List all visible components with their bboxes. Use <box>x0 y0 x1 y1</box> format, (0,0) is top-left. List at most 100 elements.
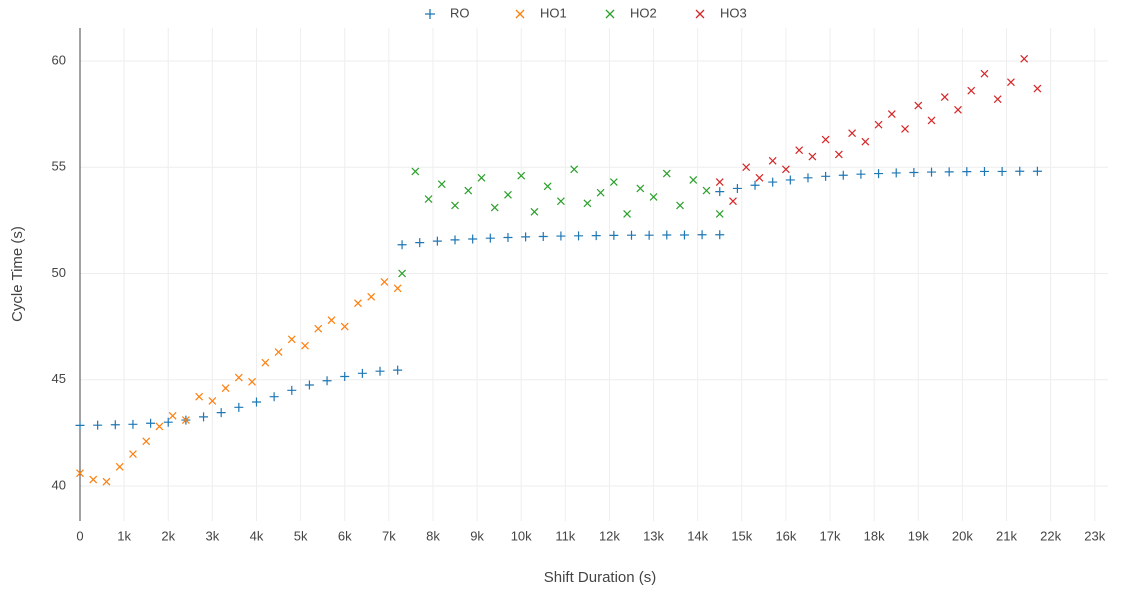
point <box>340 322 349 331</box>
point <box>450 235 460 245</box>
point <box>129 450 137 458</box>
point <box>803 173 813 183</box>
point <box>715 187 725 197</box>
point <box>393 284 402 293</box>
point <box>367 292 376 301</box>
point <box>574 231 584 241</box>
point <box>556 197 565 206</box>
point <box>808 152 817 161</box>
point <box>785 175 795 185</box>
point <box>781 165 790 174</box>
legend-marker <box>695 9 705 19</box>
point <box>891 168 901 178</box>
point <box>795 146 804 155</box>
x-tick-label: 11k <box>555 528 575 543</box>
point <box>1032 166 1042 176</box>
point <box>142 437 151 446</box>
point <box>393 365 403 375</box>
point <box>649 193 658 201</box>
point <box>623 210 632 218</box>
point <box>287 335 296 344</box>
point <box>838 170 848 180</box>
point <box>993 95 1002 104</box>
point <box>199 412 209 422</box>
point <box>644 230 654 240</box>
point <box>979 166 989 176</box>
point <box>914 101 923 110</box>
x-tick-label: 6k <box>338 528 352 543</box>
point <box>234 402 244 412</box>
point <box>821 171 831 181</box>
point <box>530 207 539 216</box>
point <box>477 173 486 182</box>
point <box>856 169 866 179</box>
point <box>874 169 884 179</box>
point <box>609 178 618 186</box>
x-tick-label: 21k <box>996 528 1017 543</box>
point <box>398 269 407 278</box>
point <box>261 358 270 367</box>
point <box>901 125 909 133</box>
point <box>504 190 512 199</box>
point <box>962 167 972 177</box>
x-tick-label: 17k <box>820 528 841 543</box>
point <box>322 376 332 386</box>
point <box>689 176 698 184</box>
point <box>314 324 323 333</box>
point <box>354 299 362 308</box>
point <box>583 199 592 208</box>
y-tick-label: 40 <box>52 477 66 492</box>
x-tick-label: 0 <box>76 528 83 543</box>
point <box>76 469 84 478</box>
x-tick-label: 19k <box>908 528 929 543</box>
point <box>768 177 778 187</box>
x-tick-label: 3k <box>205 528 219 543</box>
point <box>1007 78 1015 87</box>
point <box>702 186 711 195</box>
point <box>146 418 156 428</box>
y-tick-label: 45 <box>52 371 66 386</box>
point <box>1015 166 1025 176</box>
point <box>490 203 499 212</box>
point <box>750 180 760 190</box>
point <box>451 201 459 210</box>
point <box>521 232 531 242</box>
x-tick-label: 9k <box>470 528 484 543</box>
x-tick-label: 4k <box>250 528 264 543</box>
point <box>874 120 883 129</box>
point <box>432 236 442 246</box>
x-tick-label: 5k <box>294 528 308 543</box>
x-tick-label: 12k <box>599 528 620 543</box>
point <box>93 420 103 430</box>
point <box>697 230 707 240</box>
point <box>375 366 385 376</box>
x-tick-label: 1k <box>117 528 131 543</box>
point <box>662 230 672 240</box>
legend-label: RO <box>450 5 470 20</box>
x-axis-label: Shift Duration (s) <box>544 569 657 586</box>
x-tick-label: 13k <box>643 528 664 543</box>
point <box>834 150 843 159</box>
legend-marker <box>515 9 525 19</box>
point <box>596 188 605 197</box>
point <box>543 182 552 191</box>
x-tick-label: 8k <box>426 528 440 543</box>
point <box>729 197 737 206</box>
point <box>538 231 548 241</box>
point <box>128 419 138 429</box>
point <box>75 420 85 430</box>
point <box>848 129 857 138</box>
point <box>997 166 1007 176</box>
y-tick-label: 55 <box>52 159 66 174</box>
point <box>570 165 579 174</box>
point <box>102 477 111 486</box>
point <box>503 233 513 243</box>
point <box>517 171 526 180</box>
point <box>195 392 204 401</box>
point <box>181 416 190 424</box>
point <box>89 475 98 484</box>
x-tick-label: 14k <box>687 528 708 543</box>
x-tick-label: 7k <box>382 528 396 543</box>
point <box>679 230 689 240</box>
point <box>715 230 725 240</box>
